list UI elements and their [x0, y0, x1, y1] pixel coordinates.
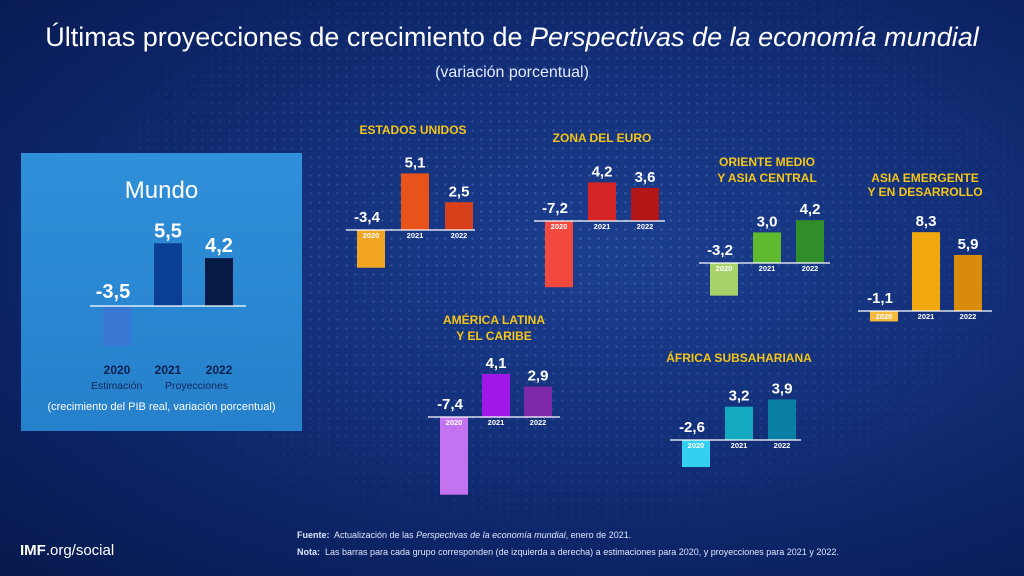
value-label-oriente-medio-y-asia-central-2022: 4,2	[800, 201, 821, 218]
value-label-áfrica-subsahariana-2020: -2,6	[679, 419, 705, 436]
bar-estados-unidos-2020	[357, 230, 385, 268]
value-label-américa-latina-y-el-caribe-2022: 2,9	[528, 368, 549, 385]
imf-social-link[interactable]: IMF.org/social	[20, 542, 115, 559]
bar-mundo-2022	[205, 258, 233, 306]
category-label-estados-unidos-2020: 2020	[363, 231, 380, 240]
bar-mundo-2021	[154, 243, 182, 306]
group-title-estados-unidos: ESTADOS UNIDOS	[359, 123, 466, 137]
category-label-asia-emergente-y-en-desarrollo-2021: 2021	[918, 312, 935, 321]
page-subtitle: (variación porcentual)	[435, 64, 589, 81]
bar-zona-del-euro-2020	[545, 221, 573, 288]
bar-mundo-2020	[103, 306, 131, 346]
group-title-asia-emergente-y-en-desarrollo: ASIA EMERGENTE	[871, 171, 979, 185]
bar-oriente-medio-y-asia-central-2021	[753, 232, 781, 263]
value-label-oriente-medio-y-asia-central-2021: 3,0	[757, 213, 778, 230]
group-title-américa-latina-y-el-caribe: AMÉRICA LATINA	[443, 312, 545, 327]
category-label-mundo-2020: 2020	[104, 363, 131, 377]
group-title-américa-latina-y-el-caribe: Y EL CARIBE	[456, 329, 532, 343]
category-label-américa-latina-y-el-caribe-2020: 2020	[446, 418, 463, 427]
value-label-asia-emergente-y-en-desarrollo-2021: 8,3	[916, 213, 937, 230]
caption-proyecciones: Proyecciones	[165, 380, 229, 392]
bar-estados-unidos-2022	[445, 202, 473, 230]
category-label-mundo-2021: 2021	[155, 363, 182, 377]
value-label-américa-latina-y-el-caribe-2021: 4,1	[486, 355, 507, 372]
bar-áfrica-subsahariana-2020	[682, 440, 710, 468]
value-label-zona-del-euro-2022: 3,6	[635, 169, 656, 186]
value-label-mundo-2021: 5,5	[154, 220, 182, 242]
group-title-oriente-medio-y-asia-central: Y ASIA CENTRAL	[717, 171, 817, 185]
value-label-mundo-2022: 4,2	[205, 235, 233, 257]
bar-oriente-medio-y-asia-central-2020	[710, 263, 738, 296]
bar-áfrica-subsahariana-2022	[768, 399, 796, 440]
value-label-áfrica-subsahariana-2021: 3,2	[729, 388, 750, 405]
category-label-zona-del-euro-2021: 2021	[594, 222, 611, 231]
mundo-title: Mundo	[124, 177, 199, 204]
footer-source: Fuente: Actualización de las Perspectiva…	[297, 530, 632, 540]
bar-estados-unidos-2021	[401, 173, 429, 230]
value-label-asia-emergente-y-en-desarrollo-2022: 5,9	[958, 236, 979, 253]
group-title-áfrica-subsahariana: ÁFRICA SUBSAHARIANA	[666, 350, 812, 365]
bar-asia-emergente-y-en-desarrollo-2021	[912, 232, 940, 311]
value-label-zona-del-euro-2021: 4,2	[592, 163, 613, 180]
bar-asia-emergente-y-en-desarrollo-2022	[954, 254, 982, 311]
caption-estimacion: Estimación	[91, 380, 143, 392]
value-label-estados-unidos-2021: 5,1	[405, 154, 426, 171]
category-label-asia-emergente-y-en-desarrollo-2022: 2022	[960, 312, 977, 321]
category-label-oriente-medio-y-asia-central-2020: 2020	[716, 264, 733, 273]
category-label-zona-del-euro-2020: 2020	[551, 222, 568, 231]
bar-américa-latina-y-el-caribe-2021	[482, 373, 510, 417]
bar-américa-latina-y-el-caribe-2020	[440, 417, 468, 495]
group-title-zona-del-euro: ZONA DEL EURO	[553, 131, 652, 145]
bar-zona-del-euro-2022	[631, 187, 659, 221]
category-label-asia-emergente-y-en-desarrollo-2020: 2020	[876, 312, 893, 321]
category-label-áfrica-subsahariana-2020: 2020	[688, 441, 705, 450]
value-label-oriente-medio-y-asia-central-2020: -3,2	[707, 242, 733, 259]
footer-note: Nota: Las barras para cada grupo corresp…	[297, 547, 839, 557]
category-label-áfrica-subsahariana-2022: 2022	[774, 441, 791, 450]
category-label-américa-latina-y-el-caribe-2021: 2021	[488, 418, 505, 427]
bar-oriente-medio-y-asia-central-2022	[796, 220, 824, 263]
category-label-áfrica-subsahariana-2021: 2021	[731, 441, 748, 450]
category-label-mundo-2022: 2022	[206, 363, 233, 377]
bar-zona-del-euro-2021	[588, 182, 616, 221]
category-label-oriente-medio-y-asia-central-2022: 2022	[802, 264, 819, 273]
category-label-zona-del-euro-2022: 2022	[637, 222, 654, 231]
category-label-américa-latina-y-el-caribe-2022: 2022	[530, 418, 547, 427]
value-label-zona-del-euro-2020: -7,2	[542, 200, 568, 217]
bar-asia-emergente-y-en-desarrollo-2020	[870, 311, 898, 322]
bar-áfrica-subsahariana-2021	[725, 406, 753, 440]
group-title-oriente-medio-y-asia-central: ORIENTE MEDIO	[719, 155, 815, 169]
group-title-asia-emergente-y-en-desarrollo: Y EN DESARROLLO	[867, 185, 982, 199]
page-title: Últimas proyecciones de crecimiento de P…	[45, 22, 979, 52]
category-label-estados-unidos-2021: 2021	[407, 231, 424, 240]
value-label-américa-latina-y-el-caribe-2020: -7,4	[437, 396, 464, 413]
value-label-estados-unidos-2022: 2,5	[449, 183, 470, 200]
value-label-asia-emergente-y-en-desarrollo-2020: -1,1	[867, 290, 893, 307]
category-label-oriente-medio-y-asia-central-2021: 2021	[759, 264, 776, 273]
mundo-note: (crecimiento del PIB real, variación por…	[47, 401, 276, 413]
value-label-mundo-2020: -3,5	[96, 281, 130, 303]
category-label-estados-unidos-2022: 2022	[451, 231, 468, 240]
value-label-áfrica-subsahariana-2022: 3,9	[772, 380, 793, 397]
value-label-estados-unidos-2020: -3,4	[354, 209, 381, 226]
bar-américa-latina-y-el-caribe-2022	[524, 386, 552, 417]
